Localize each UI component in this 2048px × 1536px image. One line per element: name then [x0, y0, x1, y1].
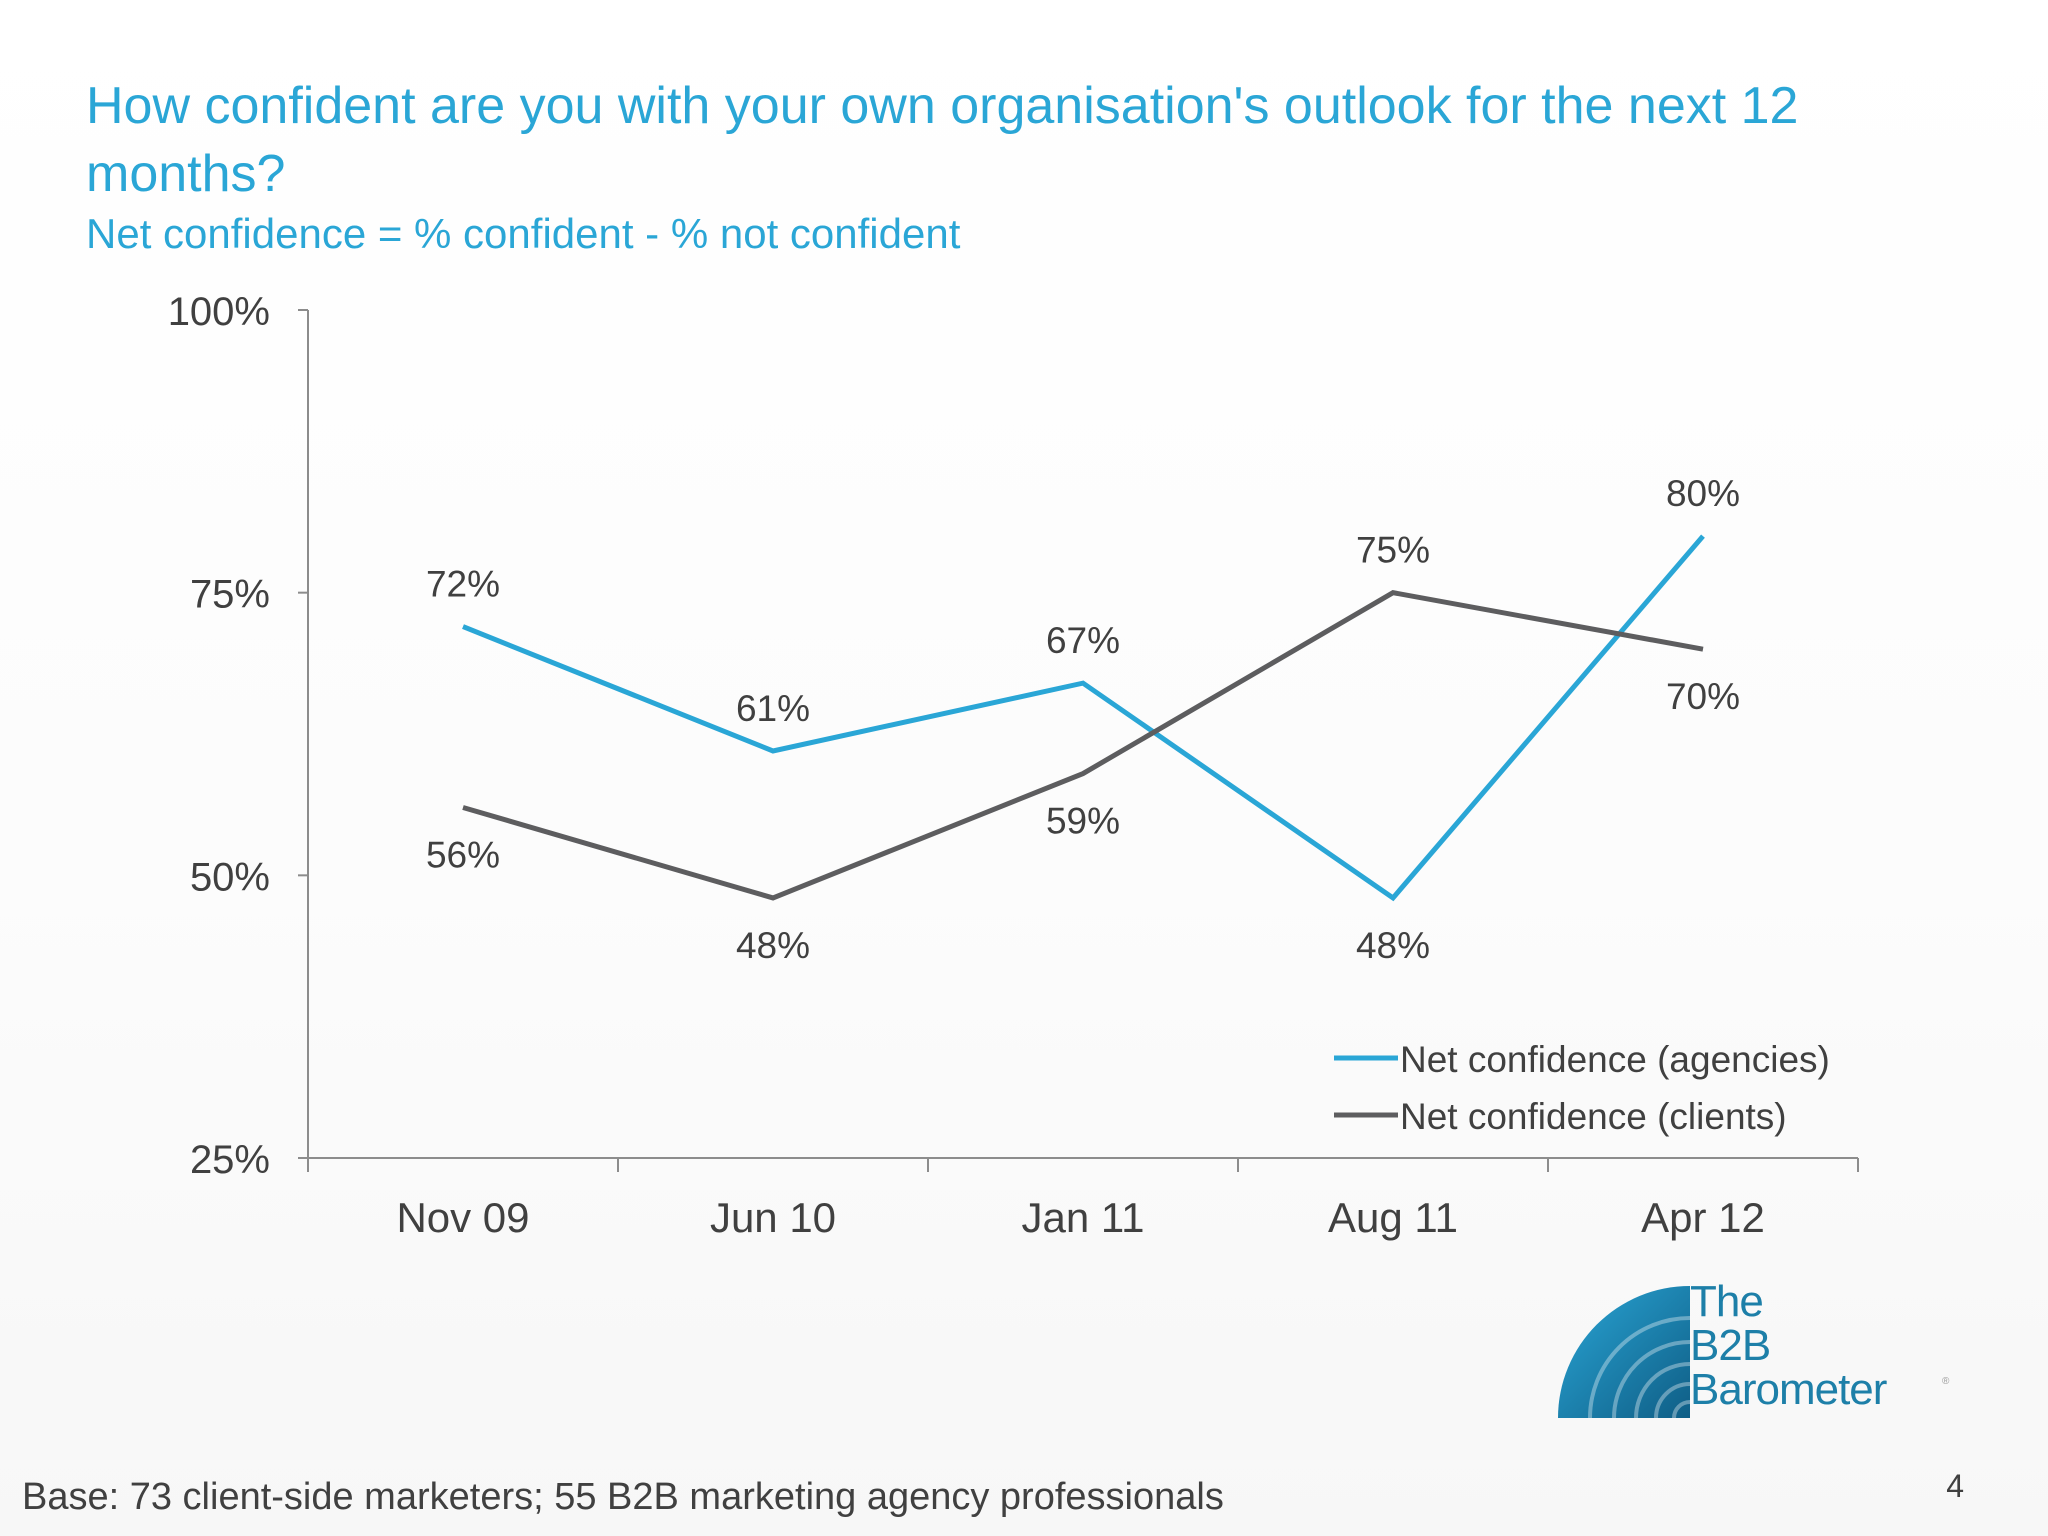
data-label: 59% — [1046, 801, 1120, 842]
logo-line-2: B2B — [1690, 1321, 1771, 1370]
data-label: 80% — [1666, 473, 1740, 514]
data-label: 72% — [426, 564, 500, 605]
x-tick-label: Jun 10 — [710, 1194, 836, 1241]
legend-label: Net confidence (agencies) — [1400, 1039, 1830, 1080]
chart-legend: Net confidence (agencies) Net confidence … — [1334, 1039, 1830, 1137]
chart-ticks: 100% 75% 50% 25% Nov 09 Jun 10 Jan 11 Aug 11 Apr… — [168, 290, 1859, 1241]
logo-text: The B2B Barometer — [1690, 1277, 1887, 1414]
base-footnote: Base: 73 client-side marketers; 55 B2B m… — [22, 1476, 1224, 1518]
chart-axes — [307, 310, 1858, 1159]
barometer-arc-icon — [1558, 1286, 1691, 1419]
chart-title: How confident are you with your own orga… — [86, 77, 1799, 203]
page-number: 4 — [1946, 1468, 1964, 1504]
y-tick-label: 25% — [190, 1138, 270, 1182]
y-tick-label: 75% — [190, 573, 270, 617]
data-label: 48% — [736, 925, 810, 966]
series-line-clients — [462, 590, 1704, 901]
chart-data-labels: 72% 61% 67% 48% 80% 56% 48% 59% 75% 70% — [426, 473, 1740, 966]
y-tick-label: 50% — [190, 855, 270, 899]
b2b-barometer-logo: The B2B Barometer ® — [1550, 1280, 1970, 1430]
registered-mark: ® — [1942, 1376, 1950, 1387]
y-tick-label: 100% — [168, 290, 270, 334]
data-label: 56% — [426, 834, 500, 875]
data-label: 48% — [1356, 925, 1430, 966]
x-tick-label: Aug 11 — [1328, 1194, 1458, 1241]
series-line-agencies — [462, 534, 1705, 902]
logo-line-1: The — [1690, 1277, 1764, 1326]
chart-series-lines — [462, 534, 1705, 902]
x-tick-label: Jan 11 — [1022, 1194, 1145, 1241]
legend-label: Net confidence (clients) — [1400, 1096, 1787, 1137]
chart-subtitle: Net confidence = % confident - % not con… — [86, 210, 961, 257]
data-label: 61% — [736, 688, 810, 729]
data-label: 70% — [1666, 676, 1740, 717]
data-label: 67% — [1046, 620, 1120, 661]
x-tick-label: Nov 09 — [396, 1194, 529, 1241]
data-label: 75% — [1356, 530, 1430, 571]
logo-line-3: Barometer — [1690, 1365, 1887, 1414]
x-tick-label: Apr 12 — [1641, 1194, 1765, 1241]
